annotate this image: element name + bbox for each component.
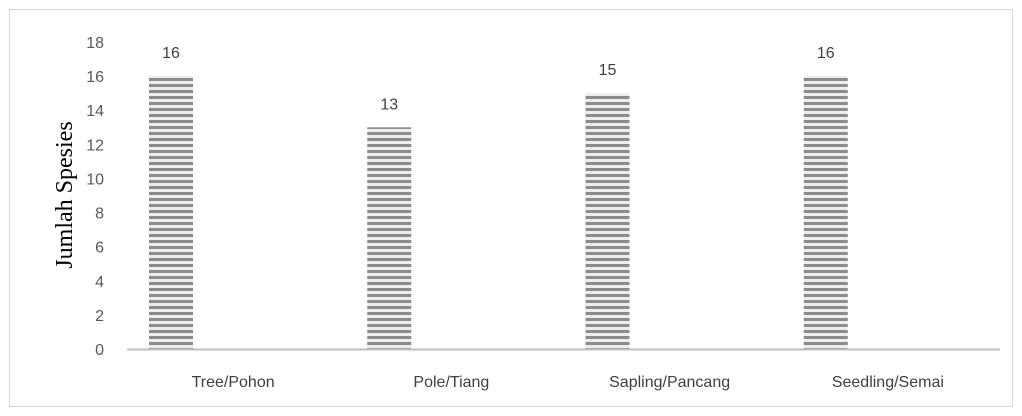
x-axis-labels: Tree/Pohon Pole/Tiang Sapling/Pancang Seedl… — [192, 374, 944, 391]
y-tick-label: 12 — [86, 137, 104, 154]
data-labels: 16 13 15 16 — [162, 45, 835, 113]
y-tick-label: 6 — [95, 240, 104, 257]
x-category-label: Pole/Tiang — [413, 374, 489, 391]
y-tick-label: 2 — [95, 308, 104, 325]
bar — [803, 76, 848, 349]
y-axis-title: Jumlah Spesies — [52, 121, 78, 268]
x-category-label: Seedling/Semai — [832, 374, 944, 391]
bar-value-label: 13 — [380, 96, 398, 113]
bar — [585, 93, 630, 350]
y-tick-label: 14 — [86, 103, 104, 120]
y-tick-label: 4 — [95, 274, 104, 291]
bar-value-label: 16 — [817, 45, 835, 62]
x-category-label: Sapling/Pancang — [609, 374, 730, 391]
y-tick-label: 10 — [86, 171, 104, 188]
bars — [149, 76, 848, 350]
bar-value-label: 15 — [599, 62, 617, 79]
y-axis-ticks: 0 2 4 6 8 10 12 14 16 18 — [86, 35, 104, 359]
bar — [367, 127, 412, 350]
bar-value-label: 16 — [162, 45, 180, 62]
y-tick-label: 18 — [86, 35, 104, 52]
x-category-label: Tree/Pohon — [192, 374, 275, 391]
y-tick-label: 8 — [95, 206, 104, 223]
bar — [149, 76, 193, 349]
y-tick-label: 0 — [95, 342, 104, 359]
y-tick-label: 16 — [86, 69, 104, 86]
